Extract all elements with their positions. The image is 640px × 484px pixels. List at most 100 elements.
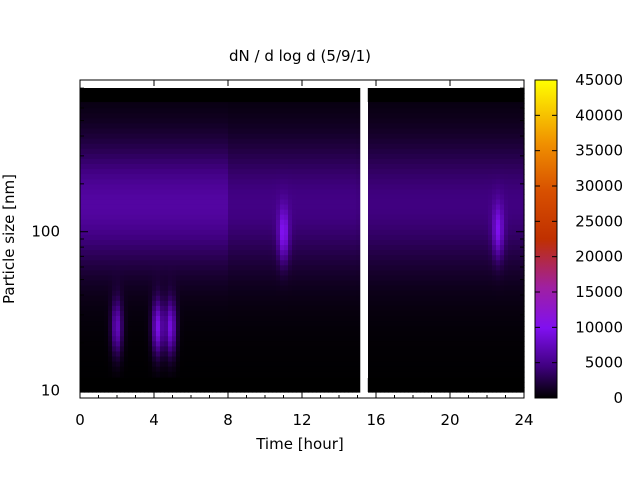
heatmap-cell — [384, 301, 389, 307]
heatmap-cell — [148, 265, 153, 271]
heatmap-cell — [324, 118, 329, 124]
heatmap-cell — [168, 154, 173, 160]
heatmap-cell — [384, 129, 389, 135]
heatmap-cell — [248, 270, 253, 276]
heatmap-cell — [400, 245, 405, 251]
heatmap-cell — [376, 291, 381, 297]
heatmap-cell — [176, 296, 181, 302]
heatmap-cell — [236, 230, 241, 236]
heatmap-cell — [328, 169, 333, 175]
heatmap-cell — [328, 255, 333, 261]
heatmap-cell — [100, 154, 105, 160]
heatmap-cell — [416, 265, 421, 271]
heatmap-cell — [408, 291, 413, 297]
heatmap-cell — [348, 113, 353, 119]
heatmap-cell — [148, 184, 153, 190]
heatmap-cell — [224, 367, 229, 373]
heatmap-cell — [168, 179, 173, 185]
heatmap-cell — [156, 311, 161, 317]
heatmap-cell — [240, 205, 245, 211]
heatmap-cell — [280, 296, 285, 302]
heatmap-cell — [192, 129, 197, 135]
heatmap-cell — [284, 316, 289, 322]
heatmap-cell — [388, 194, 393, 200]
heatmap-cell — [388, 316, 393, 322]
heatmap-cell — [184, 270, 189, 276]
heatmap-cell — [248, 154, 253, 160]
heatmap-cell — [292, 108, 297, 114]
heatmap-cell — [92, 189, 97, 195]
heatmap-cell — [204, 174, 209, 180]
heatmap-cell — [308, 230, 313, 236]
heatmap-cell — [148, 341, 153, 347]
heatmap-cell — [80, 210, 85, 216]
heatmap-cell — [368, 240, 373, 246]
heatmap-cell — [284, 134, 289, 140]
heatmap-cell — [284, 362, 289, 368]
heatmap-cell — [240, 331, 245, 337]
heatmap-cell — [232, 240, 237, 246]
heatmap-cell — [272, 351, 277, 357]
heatmap-cell — [168, 250, 173, 256]
heatmap-cell — [148, 225, 153, 231]
heatmap-cell — [272, 149, 277, 155]
heatmap-cell — [180, 301, 185, 307]
heatmap-cell — [256, 189, 261, 195]
heatmap-cell — [116, 265, 121, 271]
heatmap-cell — [224, 291, 229, 297]
heatmap-cell — [408, 281, 413, 287]
heatmap-cell — [96, 367, 101, 373]
heatmap-cell — [180, 326, 185, 332]
heatmap-cell — [332, 149, 337, 155]
heatmap-cell — [156, 205, 161, 211]
heatmap-cell — [348, 245, 353, 251]
heatmap-cell — [200, 306, 205, 312]
heatmap-cell — [404, 199, 409, 205]
heatmap-cell — [300, 134, 305, 140]
heatmap-cell — [204, 134, 209, 140]
heatmap-cell — [328, 250, 333, 256]
heatmap-cell — [304, 103, 309, 109]
heatmap-cell — [256, 291, 261, 297]
heatmap-cell — [248, 118, 253, 124]
heatmap-cell — [156, 154, 161, 160]
heatmap-cell — [148, 179, 153, 185]
heatmap-cell — [104, 123, 109, 129]
heatmap-cell — [304, 331, 309, 337]
heatmap-cell — [136, 205, 141, 211]
heatmap-cell — [332, 372, 337, 378]
heatmap-cell — [352, 235, 357, 241]
heatmap-cell — [376, 250, 381, 256]
heatmap-cell — [228, 225, 233, 231]
heatmap-cell — [228, 149, 233, 155]
heatmap-cell — [204, 306, 209, 312]
heatmap-cell — [368, 184, 373, 190]
heatmap-cell — [376, 230, 381, 236]
heatmap-cell — [136, 281, 141, 287]
heatmap-cell — [352, 281, 357, 287]
heatmap-cell — [372, 210, 377, 216]
heatmap-cell — [200, 235, 205, 241]
heatmap-cell — [92, 357, 97, 363]
heatmap-cell — [240, 341, 245, 347]
heatmap-cell — [340, 103, 345, 109]
heatmap-cell — [412, 118, 417, 124]
heatmap-cell — [200, 199, 205, 205]
heatmap-cell — [104, 169, 109, 175]
heatmap-cell — [400, 144, 405, 150]
heatmap-cell — [204, 215, 209, 221]
heatmap-cell — [168, 270, 173, 276]
heatmap-cell — [104, 275, 109, 281]
heatmap-cell — [384, 154, 389, 160]
heatmap-cell — [312, 235, 317, 241]
heatmap-cell — [108, 245, 113, 251]
heatmap-cell — [408, 362, 413, 368]
heatmap-cell — [228, 189, 233, 195]
heatmap-cell — [108, 189, 113, 195]
heatmap-cell — [108, 250, 113, 256]
heatmap-cell — [188, 311, 193, 317]
heatmap-cell — [112, 321, 117, 327]
heatmap-cell — [412, 260, 417, 266]
heatmap-cell — [352, 154, 357, 160]
heatmap-cell — [380, 154, 385, 160]
